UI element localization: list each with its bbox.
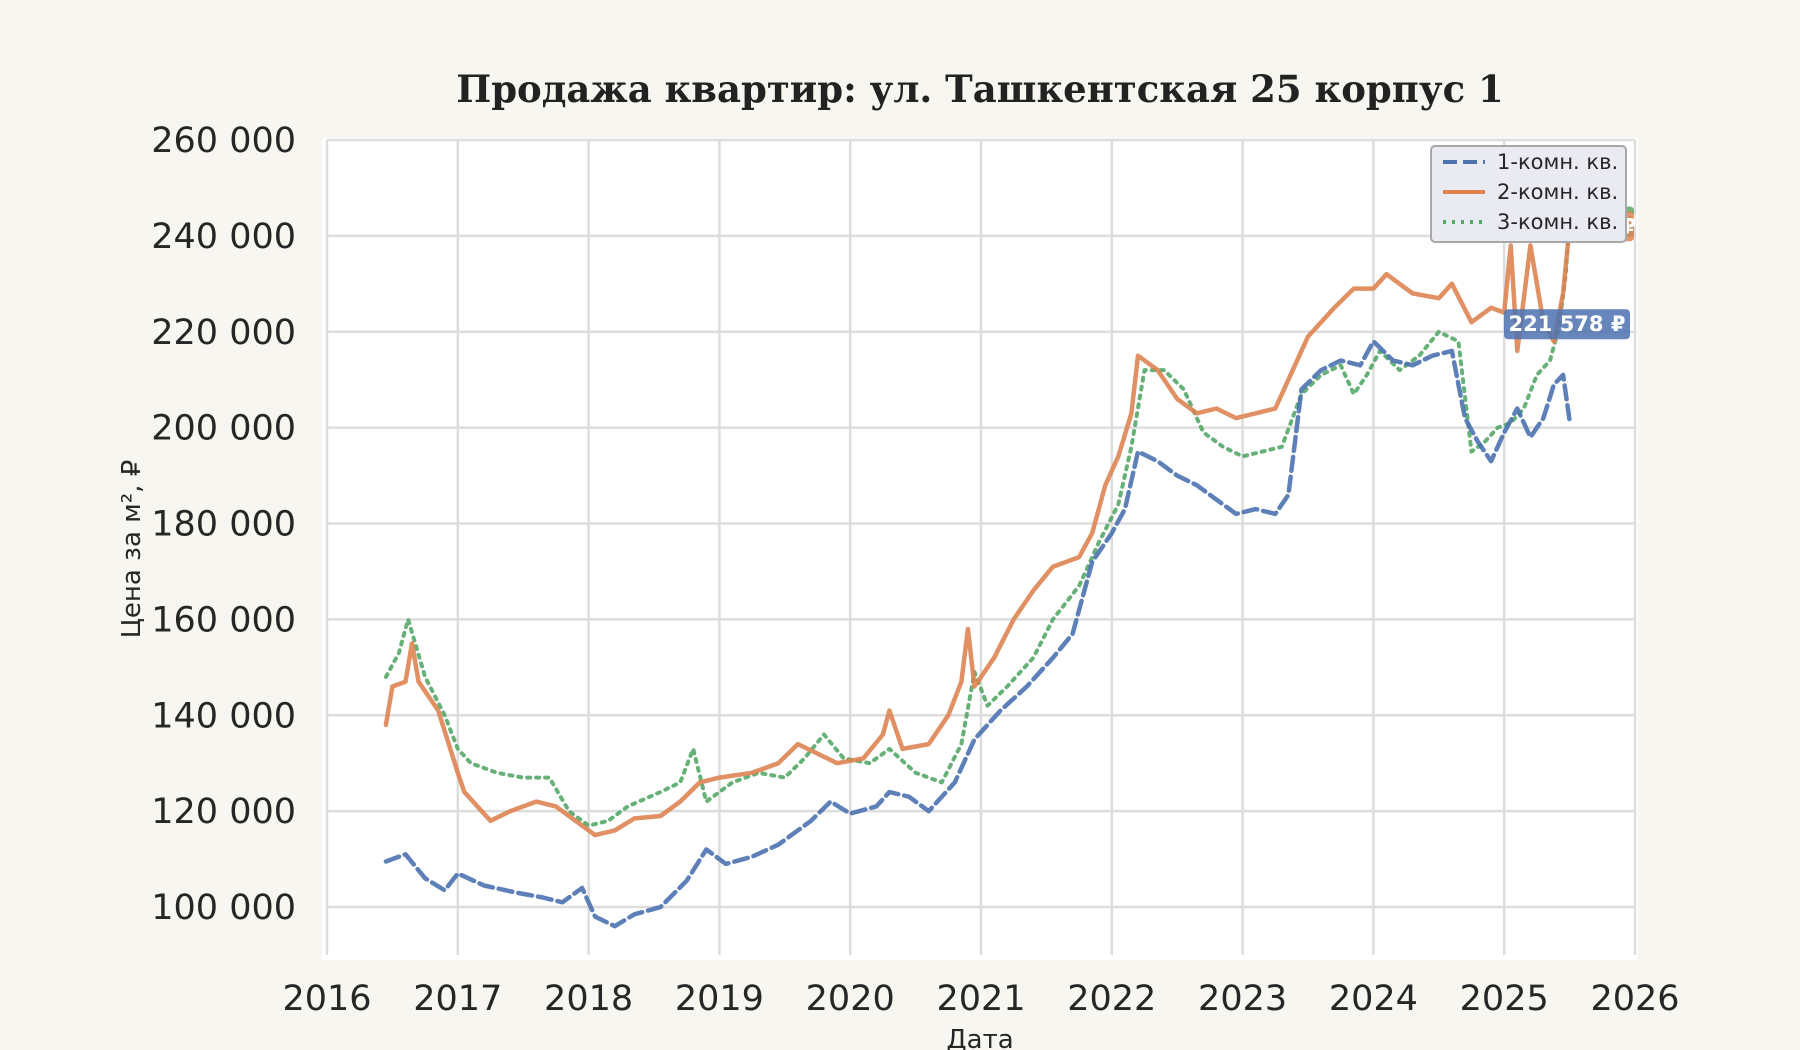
legend-label-1: 1-комн. кв.	[1497, 150, 1618, 174]
y-tick-label: 100 000	[151, 888, 296, 928]
chart-title: Продажа квартир: ул. Ташкентская 25 корп…	[456, 67, 1503, 111]
x-tick-labels: 2016 2017 2018 2019 2020 2021 2022 2023 2024 2025…	[282, 979, 1679, 1019]
x-tick-label: 2018	[544, 979, 633, 1019]
grid-lines	[325, 138, 1637, 955]
y-tick-label: 260 000	[151, 121, 296, 161]
x-tick-label: 2019	[675, 979, 764, 1019]
x-tick-label: 2017	[413, 979, 502, 1019]
x-tick-label: 2026	[1590, 979, 1679, 1019]
y-tick-label: 240 000	[151, 217, 296, 257]
series-line-3	[383, 219, 1572, 828]
series-line-1	[383, 339, 1572, 929]
legend-box	[1430, 145, 1627, 243]
legend-label-3: 3-комн. кв.	[1497, 210, 1618, 234]
y-tick-labels: 100 000 120 000 140 000 160 000 180 000 200 0…	[151, 121, 296, 928]
x-tick-label: 2023	[1198, 979, 1287, 1019]
x-tick-label: 2024	[1329, 979, 1418, 1019]
x-axis-label: Дата	[946, 1025, 1013, 1050]
y-axis-label: Цена за м², ₽	[117, 460, 147, 639]
x-tick-label: 2025	[1460, 979, 1549, 1019]
x-tick-label: 2020	[806, 979, 895, 1019]
legend: 1-комн. кв. 2-комн. кв. 3-комн. кв.	[1430, 145, 1627, 243]
x-tick-label: 2022	[1067, 979, 1156, 1019]
legend-label-2: 2-комн. кв.	[1497, 180, 1618, 204]
y-tick-label: 160 000	[151, 600, 296, 640]
value-label-box	[1504, 309, 1630, 340]
series-layer	[383, 219, 1572, 929]
y-tick-label: 220 000	[151, 313, 296, 353]
y-tick-label: 180 000	[151, 505, 296, 545]
value-label-text: 221 578 ₽	[1509, 312, 1626, 336]
x-tick-label: 2021	[936, 979, 1025, 1019]
y-tick-label: 200 000	[151, 409, 296, 449]
y-tick-label: 120 000	[151, 792, 296, 832]
series-line-2	[383, 224, 1572, 838]
x-tick-label: 2016	[282, 979, 371, 1019]
y-tick-label: 140 000	[151, 696, 296, 736]
